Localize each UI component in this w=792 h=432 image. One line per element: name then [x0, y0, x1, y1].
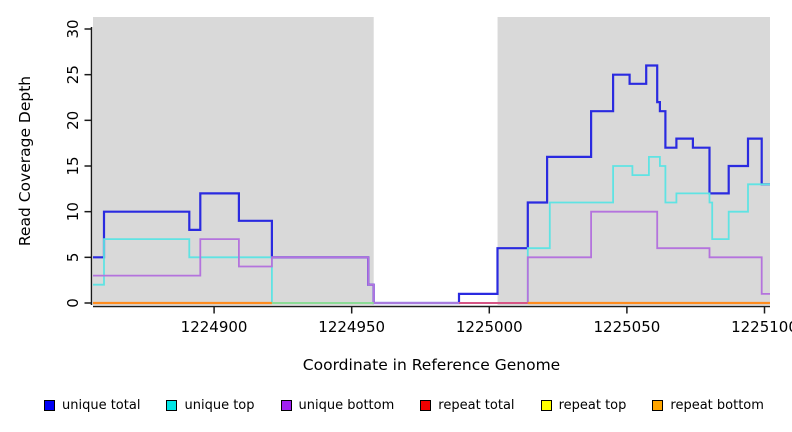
- legend-label: repeat top: [558, 398, 627, 413]
- legend-label: repeat total: [438, 398, 515, 413]
- legend-swatch-icon: [280, 400, 292, 411]
- legend-swatch-icon: [540, 400, 552, 411]
- svg-text:30: 30: [64, 19, 82, 38]
- svg-text:1224950: 1224950: [318, 318, 385, 336]
- legend-swatch-icon: [166, 400, 178, 411]
- plot-legend: unique total unique top unique bottom repea…: [44, 398, 764, 413]
- svg-text:10: 10: [64, 202, 82, 221]
- x-tick-labels: 1224900 1224950 1225000 1225050 1225100: [181, 318, 792, 336]
- legend-item-repeat-top: repeat top: [540, 398, 627, 413]
- svg-text:1225000: 1225000: [456, 318, 523, 336]
- y-axis: [84, 27, 93, 305]
- x-axis: [93, 305, 770, 314]
- legend-item-unique-bottom: unique bottom: [280, 398, 395, 413]
- legend-label: unique top: [184, 398, 255, 413]
- legend-label: repeat bottom: [670, 398, 764, 413]
- x-axis-title: Coordinate in Reference Genome: [303, 356, 560, 374]
- legend-item-unique-total: unique total: [44, 398, 140, 413]
- series-unique-total: [93, 64, 770, 305]
- svg-text:1225050: 1225050: [593, 318, 660, 336]
- svg-text:20: 20: [64, 111, 82, 130]
- legend-swatch-icon: [420, 400, 432, 411]
- svg-text:0: 0: [64, 298, 82, 308]
- legend-item-repeat-bottom: repeat bottom: [652, 398, 764, 413]
- y-tick-labels: 0 5 10 15 20 25 30: [64, 19, 82, 307]
- y-axis-title: Read Coverage Depth: [16, 76, 34, 246]
- legend-item-repeat-total: repeat total: [420, 398, 515, 413]
- svg-text:1224900: 1224900: [181, 318, 248, 336]
- svg-text:1225100: 1225100: [731, 318, 792, 336]
- legend-item-unique-top: unique top: [166, 398, 255, 413]
- legend-swatch-icon: [652, 400, 664, 411]
- svg-text:15: 15: [64, 156, 82, 175]
- uncovered-white-band: [373, 17, 498, 305]
- legend-label: unique bottom: [298, 398, 395, 413]
- legend-label: unique total: [62, 398, 141, 413]
- series-unique-bottom: [93, 210, 770, 304]
- series-lines: [93, 64, 770, 305]
- svg-text:25: 25: [64, 65, 82, 84]
- legend-swatch-icon: [44, 400, 55, 411]
- svg-text:5: 5: [64, 253, 82, 263]
